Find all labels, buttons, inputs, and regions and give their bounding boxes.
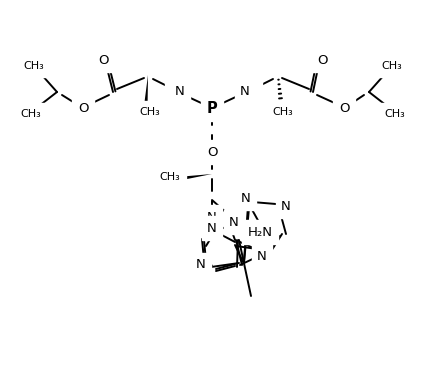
- Text: N: N: [229, 215, 239, 229]
- Text: CH₃: CH₃: [159, 172, 180, 182]
- Text: N: N: [207, 222, 217, 235]
- Polygon shape: [184, 174, 212, 179]
- Text: N: N: [257, 249, 267, 262]
- Text: CH₃: CH₃: [273, 107, 293, 117]
- Text: P: P: [206, 101, 218, 115]
- Text: H: H: [170, 81, 179, 94]
- Text: O: O: [98, 54, 108, 67]
- Text: H₂N: H₂N: [248, 225, 273, 239]
- Text: N: N: [196, 259, 206, 272]
- Text: CH₃: CH₃: [382, 61, 402, 71]
- Text: N: N: [281, 199, 291, 212]
- Text: N: N: [240, 84, 250, 98]
- Text: CH₃: CH₃: [139, 107, 160, 117]
- Text: N: N: [241, 192, 251, 205]
- Text: O: O: [317, 54, 327, 67]
- Text: O: O: [339, 101, 349, 114]
- Text: N: N: [207, 211, 217, 223]
- Text: CH₃: CH₃: [24, 61, 45, 71]
- Text: H: H: [248, 81, 257, 94]
- Text: O: O: [207, 145, 217, 158]
- Text: O: O: [78, 101, 88, 114]
- Text: CH₃: CH₃: [21, 109, 42, 119]
- Polygon shape: [145, 75, 148, 103]
- Text: CH₃: CH₃: [385, 109, 405, 119]
- Text: N: N: [175, 84, 185, 98]
